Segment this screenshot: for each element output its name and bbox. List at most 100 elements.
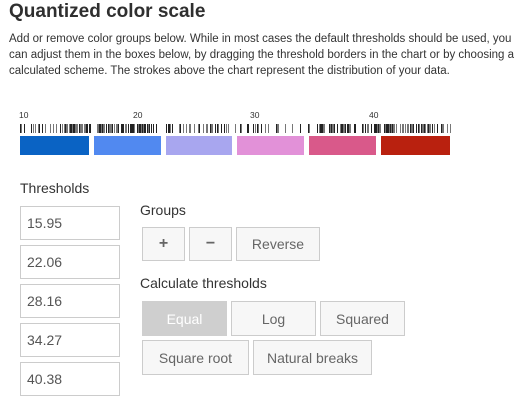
distribution-stroke [35,124,36,133]
distribution-stroke [394,124,395,133]
distribution-stroke [141,124,142,133]
distribution-stroke [421,124,422,133]
tick-label-40: 40 [369,110,379,120]
color-scale-chart[interactable]: 10 20 30 40 [0,110,522,160]
distribution-stroke [226,124,227,133]
distribution-stroke [241,124,242,133]
distribution-stroke [138,124,139,133]
distribution-stroke [60,124,61,133]
distribution-stroke [75,124,76,133]
reverse-button[interactable]: Reverse [236,227,320,261]
log-button[interactable]: Log [231,301,316,336]
distribution-stroke [413,124,414,133]
threshold-input-2[interactable] [20,245,120,279]
distribution-stroke [206,124,207,133]
square-root-button[interactable]: Square root [142,340,249,375]
minus-icon: − [205,235,216,252]
threshold-input-1[interactable] [20,206,120,240]
distribution-stroke [149,124,150,133]
distribution-stroke [350,124,351,133]
distribution-stroke [81,124,82,133]
color-swatch-3[interactable] [166,136,232,155]
color-swatch-6[interactable] [381,136,450,155]
distribution-stroke [69,124,70,133]
squared-button[interactable]: Squared [320,301,405,336]
distribution-stroke [198,124,199,133]
distribution-stroke [430,124,431,133]
distribution-stroke [172,124,173,133]
distribution-stroke [368,124,369,133]
distribution-stroke [411,124,412,133]
distribution-stroke [62,124,63,133]
distribution-stroke [42,124,43,133]
threshold-input-4[interactable] [20,323,120,357]
distribution-stroke [408,124,409,133]
distribution-stroke [391,124,392,133]
distribution-stroke [390,124,391,133]
distribution-stroke [50,124,51,133]
color-swatch-2[interactable] [94,136,161,155]
description-text: Add or remove color groups below. While … [9,33,515,77]
tick-label-10: 10 [19,110,29,120]
distribution-stroke [405,124,406,133]
distribution-stroke [348,124,349,133]
distribution-stroke [277,124,278,133]
distribution-stroke [108,124,109,133]
distribution-stroke [212,124,213,133]
color-swatch-4[interactable] [237,136,304,155]
distribution-stroke [442,124,443,133]
distribution-stroke [118,124,119,133]
distribution-stroke [441,124,442,133]
distribution-stroke [117,124,118,133]
distribution-stroke [194,124,195,133]
distribution-stroke [376,124,377,133]
distribution-stroke [425,124,426,133]
distribution-stroke [292,124,293,133]
distribution-stroke [285,124,286,133]
distribution-stroke [45,124,46,133]
distribution-stroke [170,124,171,133]
distribution-stroke [343,124,344,133]
distribution-stroke [128,124,129,133]
distribution-stroke [332,124,333,133]
distribution-stroke [31,124,32,133]
distribution-stroke [355,124,356,133]
distribution-stroke [396,124,397,133]
distribution-stroke [151,124,152,133]
remove-group-button[interactable]: − [189,227,232,261]
distribution-stroke [402,124,403,133]
color-swatch-5[interactable] [309,136,376,155]
add-group-button[interactable]: + [142,227,185,261]
distribution-stroke [137,124,138,133]
distribution-stroke [112,124,113,133]
distribution-stroke [99,124,100,133]
natural-breaks-button[interactable]: Natural breaks [253,340,372,375]
distribution-stroke [300,124,301,133]
threshold-input-5[interactable] [20,362,120,396]
distribution-stroke [85,124,86,133]
distribution-stroke [101,124,102,133]
threshold-input-3[interactable] [20,284,120,318]
distribution-stroke [330,124,331,133]
distribution-stroke [268,124,269,133]
distribution-stroke [53,124,54,133]
distribution-stroke [114,124,115,133]
distribution-stroke [144,124,145,133]
distribution-stroke [73,124,74,133]
distribution-stroke [133,124,134,133]
distribution-stroke [362,124,363,133]
distribution-stroke [76,124,77,133]
distribution-stroke [102,124,103,133]
distribution-stroke [365,124,366,133]
distribution-stroke [393,124,394,133]
distribution-stroke [166,124,167,133]
distribution-stroke [210,124,211,133]
distribution-stroke [183,124,184,133]
distribution-stroke [347,124,348,133]
distribution-stroke [341,124,342,133]
distribution-stroke [221,124,222,133]
distribution-stroke [412,124,413,133]
color-swatch-1[interactable] [20,136,89,155]
equal-button[interactable]: Equal [142,301,227,336]
distribution-stroke [38,124,39,133]
